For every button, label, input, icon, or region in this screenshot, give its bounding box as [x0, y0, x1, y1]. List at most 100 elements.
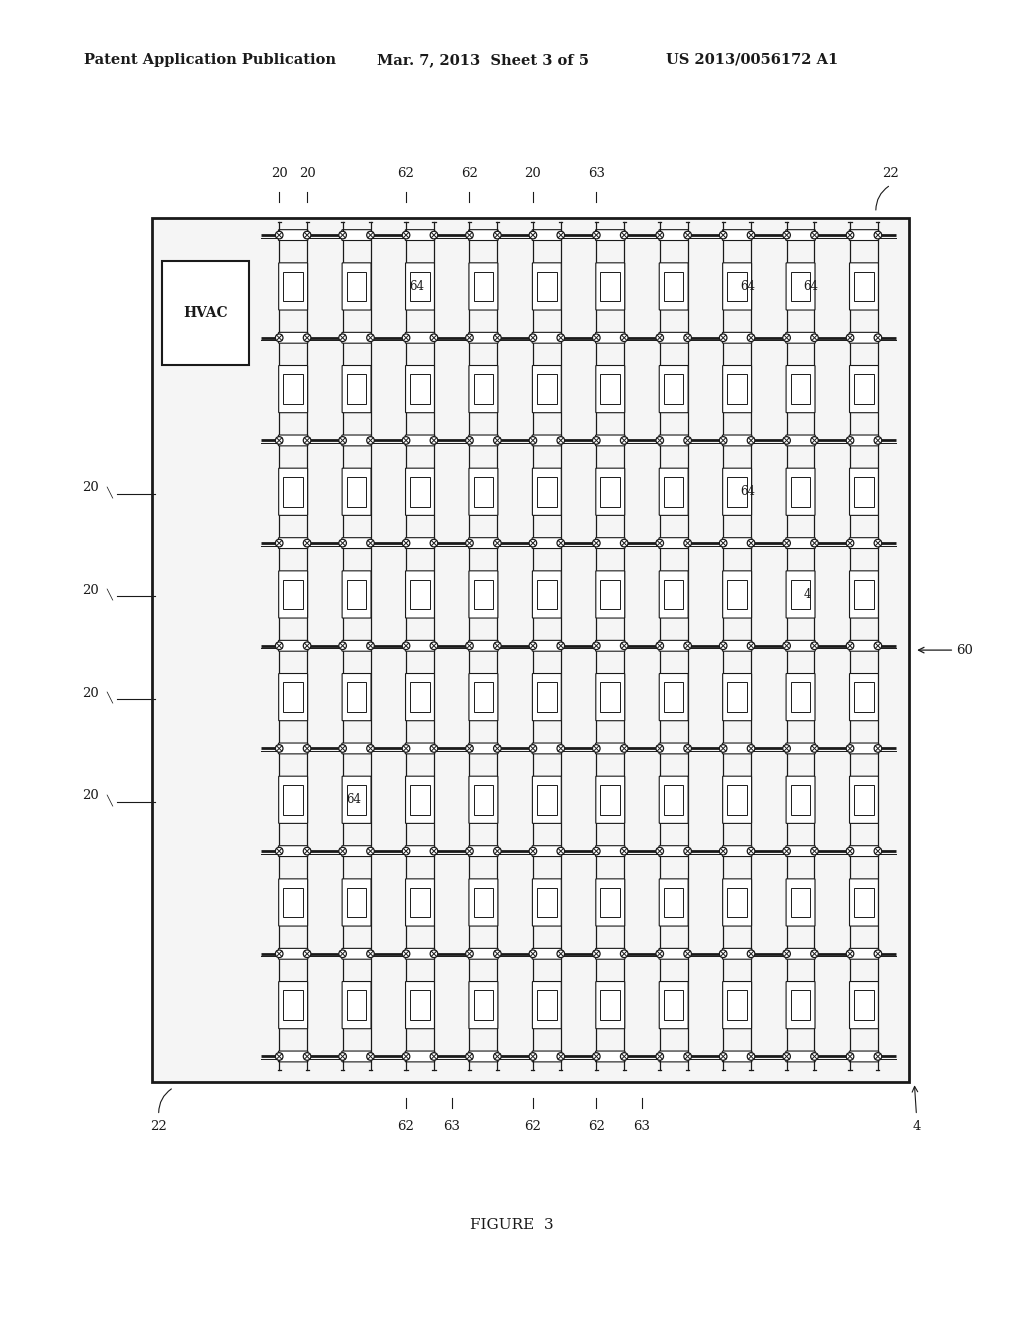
Circle shape: [811, 744, 818, 752]
FancyBboxPatch shape: [469, 436, 498, 446]
Text: 20: 20: [299, 166, 315, 180]
FancyBboxPatch shape: [849, 1051, 879, 1061]
FancyBboxPatch shape: [279, 436, 308, 446]
Bar: [537, 990, 557, 1020]
Circle shape: [339, 847, 346, 855]
FancyBboxPatch shape: [532, 776, 561, 824]
Text: ╲: ╲: [106, 692, 113, 704]
Bar: [727, 579, 746, 610]
FancyBboxPatch shape: [406, 436, 435, 446]
Circle shape: [748, 642, 755, 649]
FancyBboxPatch shape: [469, 640, 498, 651]
Circle shape: [339, 231, 346, 239]
Circle shape: [494, 540, 501, 546]
FancyBboxPatch shape: [279, 333, 308, 343]
Circle shape: [656, 642, 664, 649]
Circle shape: [621, 1052, 628, 1060]
FancyBboxPatch shape: [532, 230, 561, 240]
FancyBboxPatch shape: [342, 1051, 372, 1061]
Text: 64: 64: [346, 793, 360, 807]
Circle shape: [402, 642, 410, 649]
FancyBboxPatch shape: [849, 333, 879, 343]
Bar: [854, 682, 873, 711]
Circle shape: [367, 1052, 375, 1060]
Bar: [854, 272, 873, 301]
Text: ╲: ╲: [106, 486, 113, 498]
Circle shape: [684, 334, 691, 342]
Bar: [600, 682, 620, 711]
FancyBboxPatch shape: [723, 776, 752, 824]
Bar: [284, 682, 303, 711]
Circle shape: [529, 437, 537, 445]
Circle shape: [846, 540, 854, 546]
Circle shape: [748, 231, 755, 239]
Circle shape: [339, 334, 346, 342]
Bar: [791, 785, 810, 814]
Text: 22: 22: [883, 166, 899, 180]
FancyBboxPatch shape: [279, 263, 307, 310]
Circle shape: [656, 334, 664, 342]
FancyBboxPatch shape: [406, 537, 435, 549]
Bar: [474, 682, 494, 711]
Bar: [537, 375, 557, 404]
FancyBboxPatch shape: [469, 230, 498, 240]
Circle shape: [367, 540, 375, 546]
Circle shape: [466, 744, 473, 752]
FancyBboxPatch shape: [279, 640, 308, 651]
Circle shape: [430, 334, 437, 342]
Bar: [411, 477, 430, 507]
Text: 20: 20: [270, 166, 288, 180]
FancyBboxPatch shape: [849, 640, 879, 651]
Circle shape: [656, 1052, 664, 1060]
Bar: [537, 579, 557, 610]
FancyBboxPatch shape: [786, 570, 815, 618]
Circle shape: [557, 642, 564, 649]
Circle shape: [303, 334, 311, 342]
Bar: [600, 990, 620, 1020]
Circle shape: [621, 437, 628, 445]
Circle shape: [684, 744, 691, 752]
FancyBboxPatch shape: [532, 469, 561, 515]
Text: 62: 62: [397, 1121, 415, 1134]
Bar: [284, 785, 303, 814]
FancyBboxPatch shape: [849, 743, 879, 754]
FancyBboxPatch shape: [279, 948, 308, 960]
FancyBboxPatch shape: [722, 948, 752, 960]
Circle shape: [782, 744, 791, 752]
FancyBboxPatch shape: [596, 366, 625, 413]
FancyBboxPatch shape: [659, 982, 688, 1028]
FancyBboxPatch shape: [723, 570, 752, 618]
Text: 4: 4: [912, 1121, 921, 1134]
Bar: [664, 375, 683, 404]
FancyBboxPatch shape: [279, 879, 307, 927]
Bar: [284, 990, 303, 1020]
Circle shape: [719, 950, 727, 957]
Text: 22: 22: [151, 1121, 167, 1134]
Circle shape: [874, 950, 882, 957]
FancyBboxPatch shape: [596, 879, 625, 927]
Circle shape: [748, 847, 755, 855]
FancyBboxPatch shape: [532, 673, 561, 721]
Bar: [411, 887, 430, 917]
FancyBboxPatch shape: [722, 640, 752, 651]
Bar: [854, 785, 873, 814]
FancyBboxPatch shape: [342, 948, 372, 960]
FancyBboxPatch shape: [406, 879, 434, 927]
FancyBboxPatch shape: [722, 743, 752, 754]
FancyBboxPatch shape: [532, 640, 561, 651]
FancyBboxPatch shape: [659, 879, 688, 927]
Circle shape: [557, 231, 564, 239]
Bar: [727, 272, 746, 301]
FancyBboxPatch shape: [786, 673, 815, 721]
FancyBboxPatch shape: [785, 537, 815, 549]
Text: 64: 64: [740, 486, 756, 498]
Circle shape: [719, 642, 727, 649]
FancyBboxPatch shape: [469, 982, 498, 1028]
Bar: [791, 579, 810, 610]
FancyBboxPatch shape: [723, 469, 752, 515]
FancyBboxPatch shape: [596, 263, 625, 310]
Circle shape: [303, 540, 311, 546]
Circle shape: [557, 744, 564, 752]
Circle shape: [402, 950, 410, 957]
Circle shape: [339, 437, 346, 445]
